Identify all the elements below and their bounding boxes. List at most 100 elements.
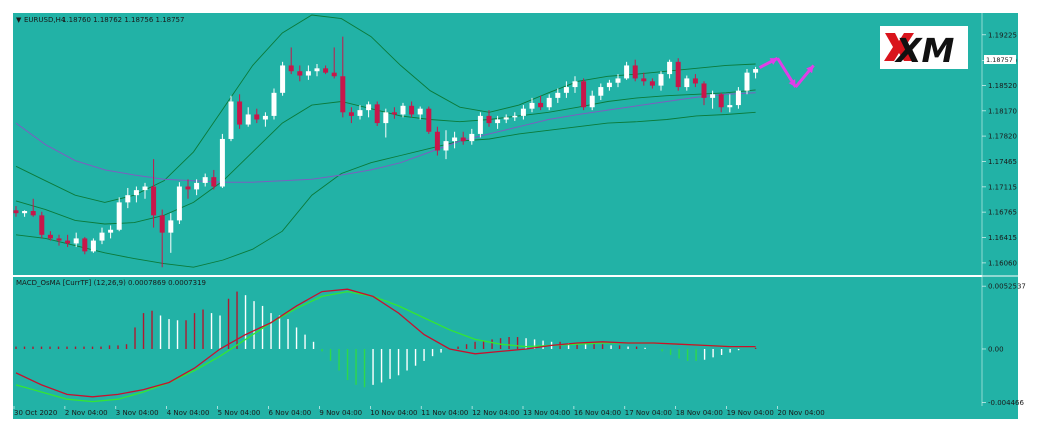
price-tick-label: 1.16415: [988, 234, 1017, 242]
candle-body: [202, 177, 208, 183]
candle-body: [73, 238, 79, 244]
time-tick-label: 5 Nov 04:00: [218, 409, 261, 417]
candle-body: [753, 69, 759, 73]
time-tick-label: 19 Nov 04:00: [727, 409, 774, 417]
candle-body: [168, 220, 174, 233]
price-tick-label: 1.16060: [988, 259, 1017, 267]
time-axis-background: [13, 406, 1018, 419]
macd-main-line: [15, 288, 756, 398]
candle-body: [340, 76, 346, 113]
candle-body: [151, 186, 157, 216]
macd-tick-label: 0.00: [988, 345, 1004, 353]
macd-lines: [15, 288, 756, 403]
time-axis: 30 Oct 2020 2 Nov 04:00 3 Nov 04:00 4 Nov 0…: [13, 406, 825, 417]
time-tick-label: 12 Nov 04:00: [472, 409, 519, 417]
macd-tick-label: -0.004466: [988, 399, 1024, 407]
candle-body: [735, 90, 741, 106]
forecast-arrows: [758, 56, 815, 89]
forecast-arrow-head: [769, 58, 778, 65]
candle-body: [606, 82, 612, 88]
candle-body: [366, 104, 372, 111]
logo-text: XM: [894, 31, 954, 70]
last-price-marker: [984, 55, 1016, 64]
candle-body: [211, 177, 217, 187]
candle-body: [727, 105, 733, 108]
candle-body: [116, 202, 122, 230]
time-tick-label: 10 Nov 04:00: [370, 409, 417, 417]
candle-body: [572, 81, 578, 88]
candle-body: [271, 92, 277, 116]
candle-body: [400, 105, 406, 115]
candle-body: [520, 108, 526, 116]
candle-body: [185, 186, 191, 190]
time-tick-label: 3 Nov 04:00: [116, 409, 159, 417]
candle-body: [417, 108, 423, 115]
candle-body: [280, 65, 286, 93]
xm-logo: XM: [880, 26, 968, 70]
price-tick-label: 1.17465: [988, 158, 1017, 166]
candle-body: [546, 97, 552, 108]
candle-body: [718, 94, 724, 108]
macd-title: MACD_OsMA [CurrTF] (12,26,9) 0.0007869 0…: [16, 279, 206, 287]
candle-body: [615, 78, 621, 83]
candle-body: [495, 119, 501, 124]
candle-body: [391, 112, 397, 115]
time-tick-label: 4 Nov 04:00: [167, 409, 210, 417]
last-price-label: 1.18757: [986, 56, 1013, 64]
bollinger-upper-line: [15, 14, 756, 203]
candle-body: [288, 65, 294, 72]
moving-average-line: [15, 92, 756, 183]
candle-body: [237, 101, 243, 125]
candle-body: [503, 117, 509, 120]
candle-body: [159, 215, 165, 233]
time-tick-label: 2 Nov 04:00: [65, 409, 108, 417]
candle-body: [667, 61, 673, 75]
time-tick-label: 16 Nov 04:00: [574, 409, 621, 417]
candle-body: [692, 78, 698, 84]
price-tick-label: 1.18170: [988, 107, 1017, 115]
candle-body: [125, 195, 131, 203]
candle-body: [538, 102, 544, 108]
candle-body: [331, 72, 337, 77]
price-scale-background: [982, 13, 1018, 406]
price-tick-label: 1.17820: [988, 133, 1017, 141]
candle-body: [219, 138, 225, 187]
candle-body: [443, 141, 449, 151]
price-tick-label: 1.16765: [988, 209, 1017, 217]
candle-body: [254, 114, 260, 120]
candle-body: [56, 238, 62, 241]
time-tick-label: 17 Nov 04:00: [625, 409, 672, 417]
candle-body: [30, 211, 36, 216]
dropdown-triangle-icon[interactable]: ▼: [16, 16, 22, 24]
candle-body: [176, 186, 182, 221]
price-tick-label: 1.17115: [988, 183, 1017, 191]
candle-body: [22, 211, 28, 214]
ohlc-label: 1.18760 1.18762 1.18756 1.18757: [62, 16, 184, 24]
candle-body: [563, 87, 569, 93]
price-tick-label: 1.19225: [988, 31, 1017, 39]
candle-body: [82, 238, 88, 252]
macd-tick-label: 0.0052537: [988, 283, 1026, 291]
candle-body: [108, 229, 114, 233]
candle-body: [383, 112, 389, 124]
candle-body: [675, 61, 681, 88]
candle-body: [684, 78, 690, 88]
candle-body: [314, 68, 320, 72]
forecast-arrow-head: [806, 65, 814, 74]
candle-body: [409, 105, 415, 115]
candles: [13, 36, 759, 268]
time-tick-label: 13 Nov 04:00: [523, 409, 570, 417]
candle-body: [374, 104, 380, 124]
time-tick-label: 11 Nov 04:00: [421, 409, 468, 417]
candle-body: [598, 87, 604, 96]
candle-body: [658, 74, 664, 86]
candle-body: [632, 65, 638, 79]
candle-body: [744, 72, 750, 91]
bollinger-lower-line: [15, 111, 756, 268]
candle-body: [13, 210, 19, 214]
candle-body: [348, 112, 354, 116]
candle-body: [133, 190, 139, 196]
price-panel-background: [13, 13, 982, 275]
time-tick-label: 30 Oct 2020: [14, 409, 57, 417]
